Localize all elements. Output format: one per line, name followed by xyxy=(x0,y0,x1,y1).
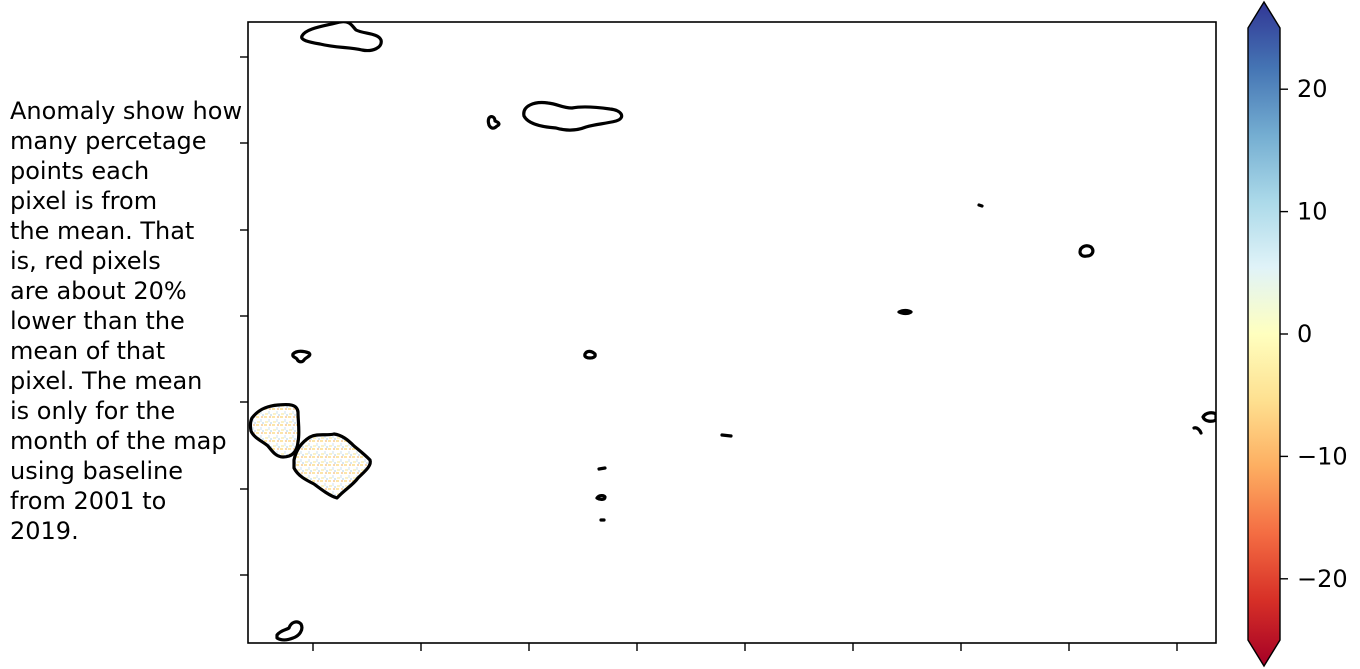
island-top-left xyxy=(300,22,383,53)
islet-east-1 xyxy=(897,308,913,316)
islet-south-2 xyxy=(595,494,607,501)
islet-far-east-2 xyxy=(1201,411,1216,423)
colorbar-tick-label: 0 xyxy=(1297,320,1312,348)
colorbar-tick-label: 20 xyxy=(1297,75,1328,103)
islet-north xyxy=(486,114,501,130)
colorbar: 20 10 0 −10 −20 xyxy=(1247,0,1348,668)
colorbar-tick-label: −10 xyxy=(1297,442,1348,470)
y-axis-ticks xyxy=(240,56,248,576)
islet-east-3 xyxy=(1078,244,1095,258)
islet-far-east-1 xyxy=(1192,426,1203,435)
anomaly-explanation-note: Anomaly show how many percetage points e… xyxy=(10,97,243,545)
islet-center xyxy=(583,349,597,360)
island-west-b xyxy=(292,432,372,500)
island-west-a xyxy=(248,402,301,459)
colorbar-ticks: 20 10 0 −10 −20 xyxy=(1280,75,1348,593)
islet-east-2 xyxy=(977,203,984,208)
x-axis-ticks xyxy=(312,643,1178,651)
coastlines xyxy=(248,22,1216,642)
islet-east-mid xyxy=(720,433,733,438)
colorbar-tick-label: −20 xyxy=(1297,565,1348,593)
map-frame xyxy=(247,21,1217,644)
colorbar-tick-label: 10 xyxy=(1297,198,1328,226)
island-bottom xyxy=(275,620,304,642)
islet-mid-left xyxy=(291,349,312,364)
island-large-north xyxy=(522,100,624,132)
islet-south-1 xyxy=(597,466,607,471)
colorbar-body xyxy=(1247,0,1281,668)
